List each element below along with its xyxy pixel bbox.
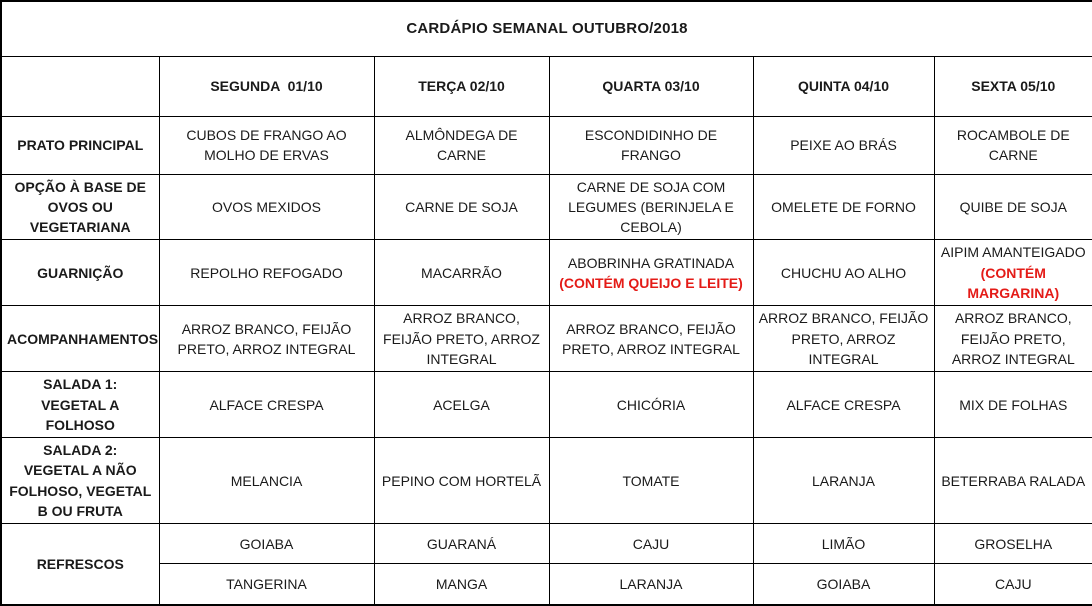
menu-cell: ESCONDIDINHO DE FRANGO	[548, 115, 754, 175]
menu-cell: REPOLHO REFOGADO	[158, 239, 375, 307]
menu-cell: ARROZ BRANCO, FEIJÃO PRETO, ARROZ INTEGR…	[158, 305, 375, 373]
menu-cell: OMELETE DE FORNO	[752, 173, 935, 241]
menu-cell: PEPINO COM HORTELÃ	[373, 437, 550, 525]
menu-cell: LIMÃO	[752, 523, 935, 565]
menu-cell: MANGA	[373, 563, 550, 606]
menu-cell: ARROZ BRANCO, FEIJÃO PRETO, ARROZ INTEGR…	[752, 305, 935, 373]
menu-cell: OVOS MEXIDOS	[158, 173, 375, 241]
row-label-salada-2: SALADA 2: VEGETAL A NÃO FOLHOSO, VEGETAL…	[0, 437, 160, 525]
allergen-note: (CONTÉM QUEIJO E LEITE)	[559, 274, 743, 291]
menu-cell: ALMÔNDEGA DE CARNE	[373, 115, 550, 175]
dish-name: ABOBRINHA GRATINADA	[567, 254, 735, 271]
menu-cell: GOIABA	[158, 523, 375, 565]
menu-cell: TOMATE	[548, 437, 754, 525]
menu-cell: QUIBE DE SOJA	[933, 173, 1092, 241]
menu-cell: CUBOS DE FRANGO AO MOLHO DE ERVAS	[158, 115, 375, 175]
menu-cell: GUARANÁ	[373, 523, 550, 565]
menu-cell: CHICÓRIA	[548, 371, 754, 439]
day-header-sexta: SEXTA 05/10	[933, 55, 1092, 117]
menu-title: CARDÁPIO SEMANAL OUTUBRO/2018	[1, 0, 1092, 57]
day-header-segunda: SEGUNDA 01/10	[158, 55, 375, 117]
menu-cell: CAJU	[933, 563, 1092, 606]
menu-cell: MACARRÃO	[373, 239, 550, 307]
menu-cell: GOIABA	[752, 563, 935, 606]
row-label-opcao-ovos-vegetariana: OPÇÃO À BASE DE OVOS OU VEGETARIANA	[0, 173, 160, 241]
menu-cell: ROCAMBOLE DE CARNE	[933, 115, 1092, 175]
dish-name: AIPIM AMANTEIGADO	[940, 244, 1086, 261]
menu-cell: LARANJA	[548, 563, 754, 606]
row-label-refrescos: REFRESCOS	[0, 523, 160, 606]
menu-cell: ALFACE CRESPA	[158, 371, 375, 439]
menu-cell: CARNE DE SOJA COM LEGUMES (BERINJELA E C…	[548, 173, 754, 241]
menu-cell: CARNE DE SOJA	[373, 173, 550, 241]
menu-cell: MIX DE FOLHAS	[933, 371, 1092, 439]
menu-cell: PEIXE AO BRÁS	[752, 115, 935, 175]
row-label-guarnicao: GUARNIÇÃO	[0, 239, 160, 307]
menu-cell: TANGERINA	[158, 563, 375, 606]
menu-cell: ALFACE CRESPA	[752, 371, 935, 439]
menu-cell: GROSELHA	[933, 523, 1092, 565]
menu-cell: ARROZ BRANCO, FEIJÃO PRETO, ARROZ INTEGR…	[373, 305, 550, 373]
allergen-note: (CONTÉM MARGARINA)	[967, 264, 1060, 302]
day-header-terca: TERÇA 02/10	[373, 55, 550, 117]
menu-cell: CHUCHU AO ALHO	[752, 239, 935, 307]
menu-cell: CAJU	[548, 523, 754, 565]
row-label-salada-1: SALADA 1: VEGETAL A FOLHOSO	[0, 371, 160, 439]
row-label-prato-principal: PRATO PRINCIPAL	[0, 115, 160, 175]
row-label-acompanhamentos: ACOMPANHAMENTOS	[0, 305, 160, 373]
menu-cell: ARROZ BRANCO, FEIJÃO PRETO, ARROZ INTEGR…	[933, 305, 1092, 373]
day-header-quinta: QUINTA 04/10	[752, 55, 935, 117]
menu-cell: BETERRABA RALADA	[933, 437, 1092, 525]
menu-cell: ARROZ BRANCO, FEIJÃO PRETO, ARROZ INTEGR…	[548, 305, 754, 373]
corner-cell	[0, 55, 160, 117]
menu-cell: LARANJA	[752, 437, 935, 525]
menu-cell: MELANCIA	[158, 437, 375, 525]
day-header-quarta: QUARTA 03/10	[548, 55, 754, 117]
menu-cell: ACELGA	[373, 371, 550, 439]
menu-cell: ABOBRINHA GRATINADA (CONTÉM QUEIJO E LEI…	[548, 239, 754, 307]
menu-cell: AIPIM AMANTEIGADO (CONTÉM MARGARINA)	[933, 239, 1092, 307]
